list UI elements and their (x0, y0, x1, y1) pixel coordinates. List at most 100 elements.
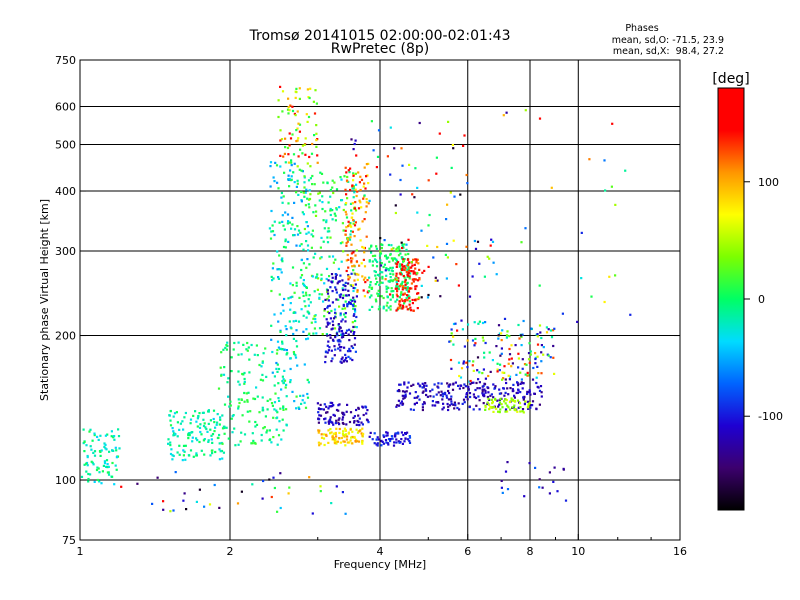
data-point (293, 234, 296, 237)
data-point (311, 512, 314, 515)
data-point (396, 290, 399, 293)
data-point (374, 259, 378, 262)
data-point (284, 386, 287, 389)
data-point (392, 247, 395, 250)
data-point (275, 361, 278, 365)
data-point (385, 434, 388, 437)
data-point (483, 351, 486, 354)
data-point (409, 408, 412, 411)
data-point (329, 188, 332, 192)
data-point (552, 329, 555, 332)
data-point (401, 265, 404, 268)
data-point (333, 345, 336, 348)
data-point (322, 437, 326, 440)
data-point (283, 297, 286, 301)
data-point (335, 427, 338, 430)
data-point (520, 335, 523, 338)
data-point (342, 303, 345, 306)
data-point (576, 320, 579, 323)
data-point (377, 289, 380, 292)
data-point (489, 394, 492, 397)
data-point (100, 449, 103, 452)
data-point (421, 382, 424, 385)
data-point (207, 409, 210, 412)
data-point (92, 463, 95, 466)
data-point (313, 327, 316, 330)
data-point (523, 403, 526, 406)
data-point (173, 432, 176, 435)
data-point (368, 308, 371, 311)
data-point (343, 434, 346, 437)
data-point (407, 290, 411, 293)
data-point (403, 390, 407, 393)
data-point (321, 207, 324, 211)
data-point (405, 243, 408, 246)
data-point (216, 421, 219, 424)
data-point (446, 203, 449, 206)
data-point (284, 137, 287, 140)
data-point (425, 384, 428, 387)
data-point (289, 326, 292, 329)
data-point (503, 317, 507, 320)
data-point (395, 272, 398, 275)
data-point (353, 279, 356, 282)
data-point (349, 222, 352, 225)
data-point (248, 358, 251, 361)
data-point (339, 293, 343, 296)
data-point (514, 400, 517, 403)
data-point (357, 228, 360, 231)
data-point (191, 436, 194, 439)
data-point (458, 408, 461, 411)
data-point (315, 145, 318, 148)
data-point (198, 412, 201, 415)
data-point (371, 254, 375, 258)
data-point (465, 173, 468, 177)
data-point (360, 262, 363, 265)
data-point (342, 360, 345, 363)
data-point (245, 348, 248, 351)
data-point (344, 288, 347, 291)
data-point (358, 181, 361, 184)
data-point (187, 437, 190, 440)
data-point (375, 265, 379, 268)
data-point (292, 153, 296, 156)
data-point (407, 264, 410, 267)
data-point (418, 268, 421, 271)
data-point (323, 308, 326, 311)
data-point (473, 239, 476, 243)
data-point (304, 204, 307, 207)
data-point (512, 406, 515, 409)
data-point (603, 159, 606, 162)
data-point (289, 379, 292, 382)
data-point (400, 241, 403, 244)
data-point (353, 191, 356, 194)
data-point (449, 191, 452, 194)
data-point (323, 315, 326, 318)
data-point (405, 288, 408, 291)
data-point (356, 278, 359, 281)
data-point (484, 341, 487, 345)
data-point (82, 428, 85, 431)
data-point (325, 277, 328, 281)
data-point (179, 422, 182, 425)
data-point (352, 185, 355, 188)
data-point (169, 444, 172, 447)
data-point (501, 371, 504, 374)
data-point (375, 247, 378, 250)
data-point (113, 483, 116, 486)
data-point (403, 383, 406, 386)
data-point (293, 228, 297, 231)
data-point (357, 440, 361, 443)
y-tick-label: 400 (55, 185, 76, 198)
data-point (345, 360, 348, 363)
data-point (488, 257, 491, 260)
data-point (377, 294, 380, 297)
data-point (331, 301, 334, 304)
data-point (320, 277, 323, 280)
data-point (400, 282, 404, 285)
data-point (327, 340, 330, 343)
data-point (379, 237, 382, 240)
data-point (608, 275, 611, 278)
data-point (283, 228, 286, 231)
data-point (331, 327, 334, 330)
